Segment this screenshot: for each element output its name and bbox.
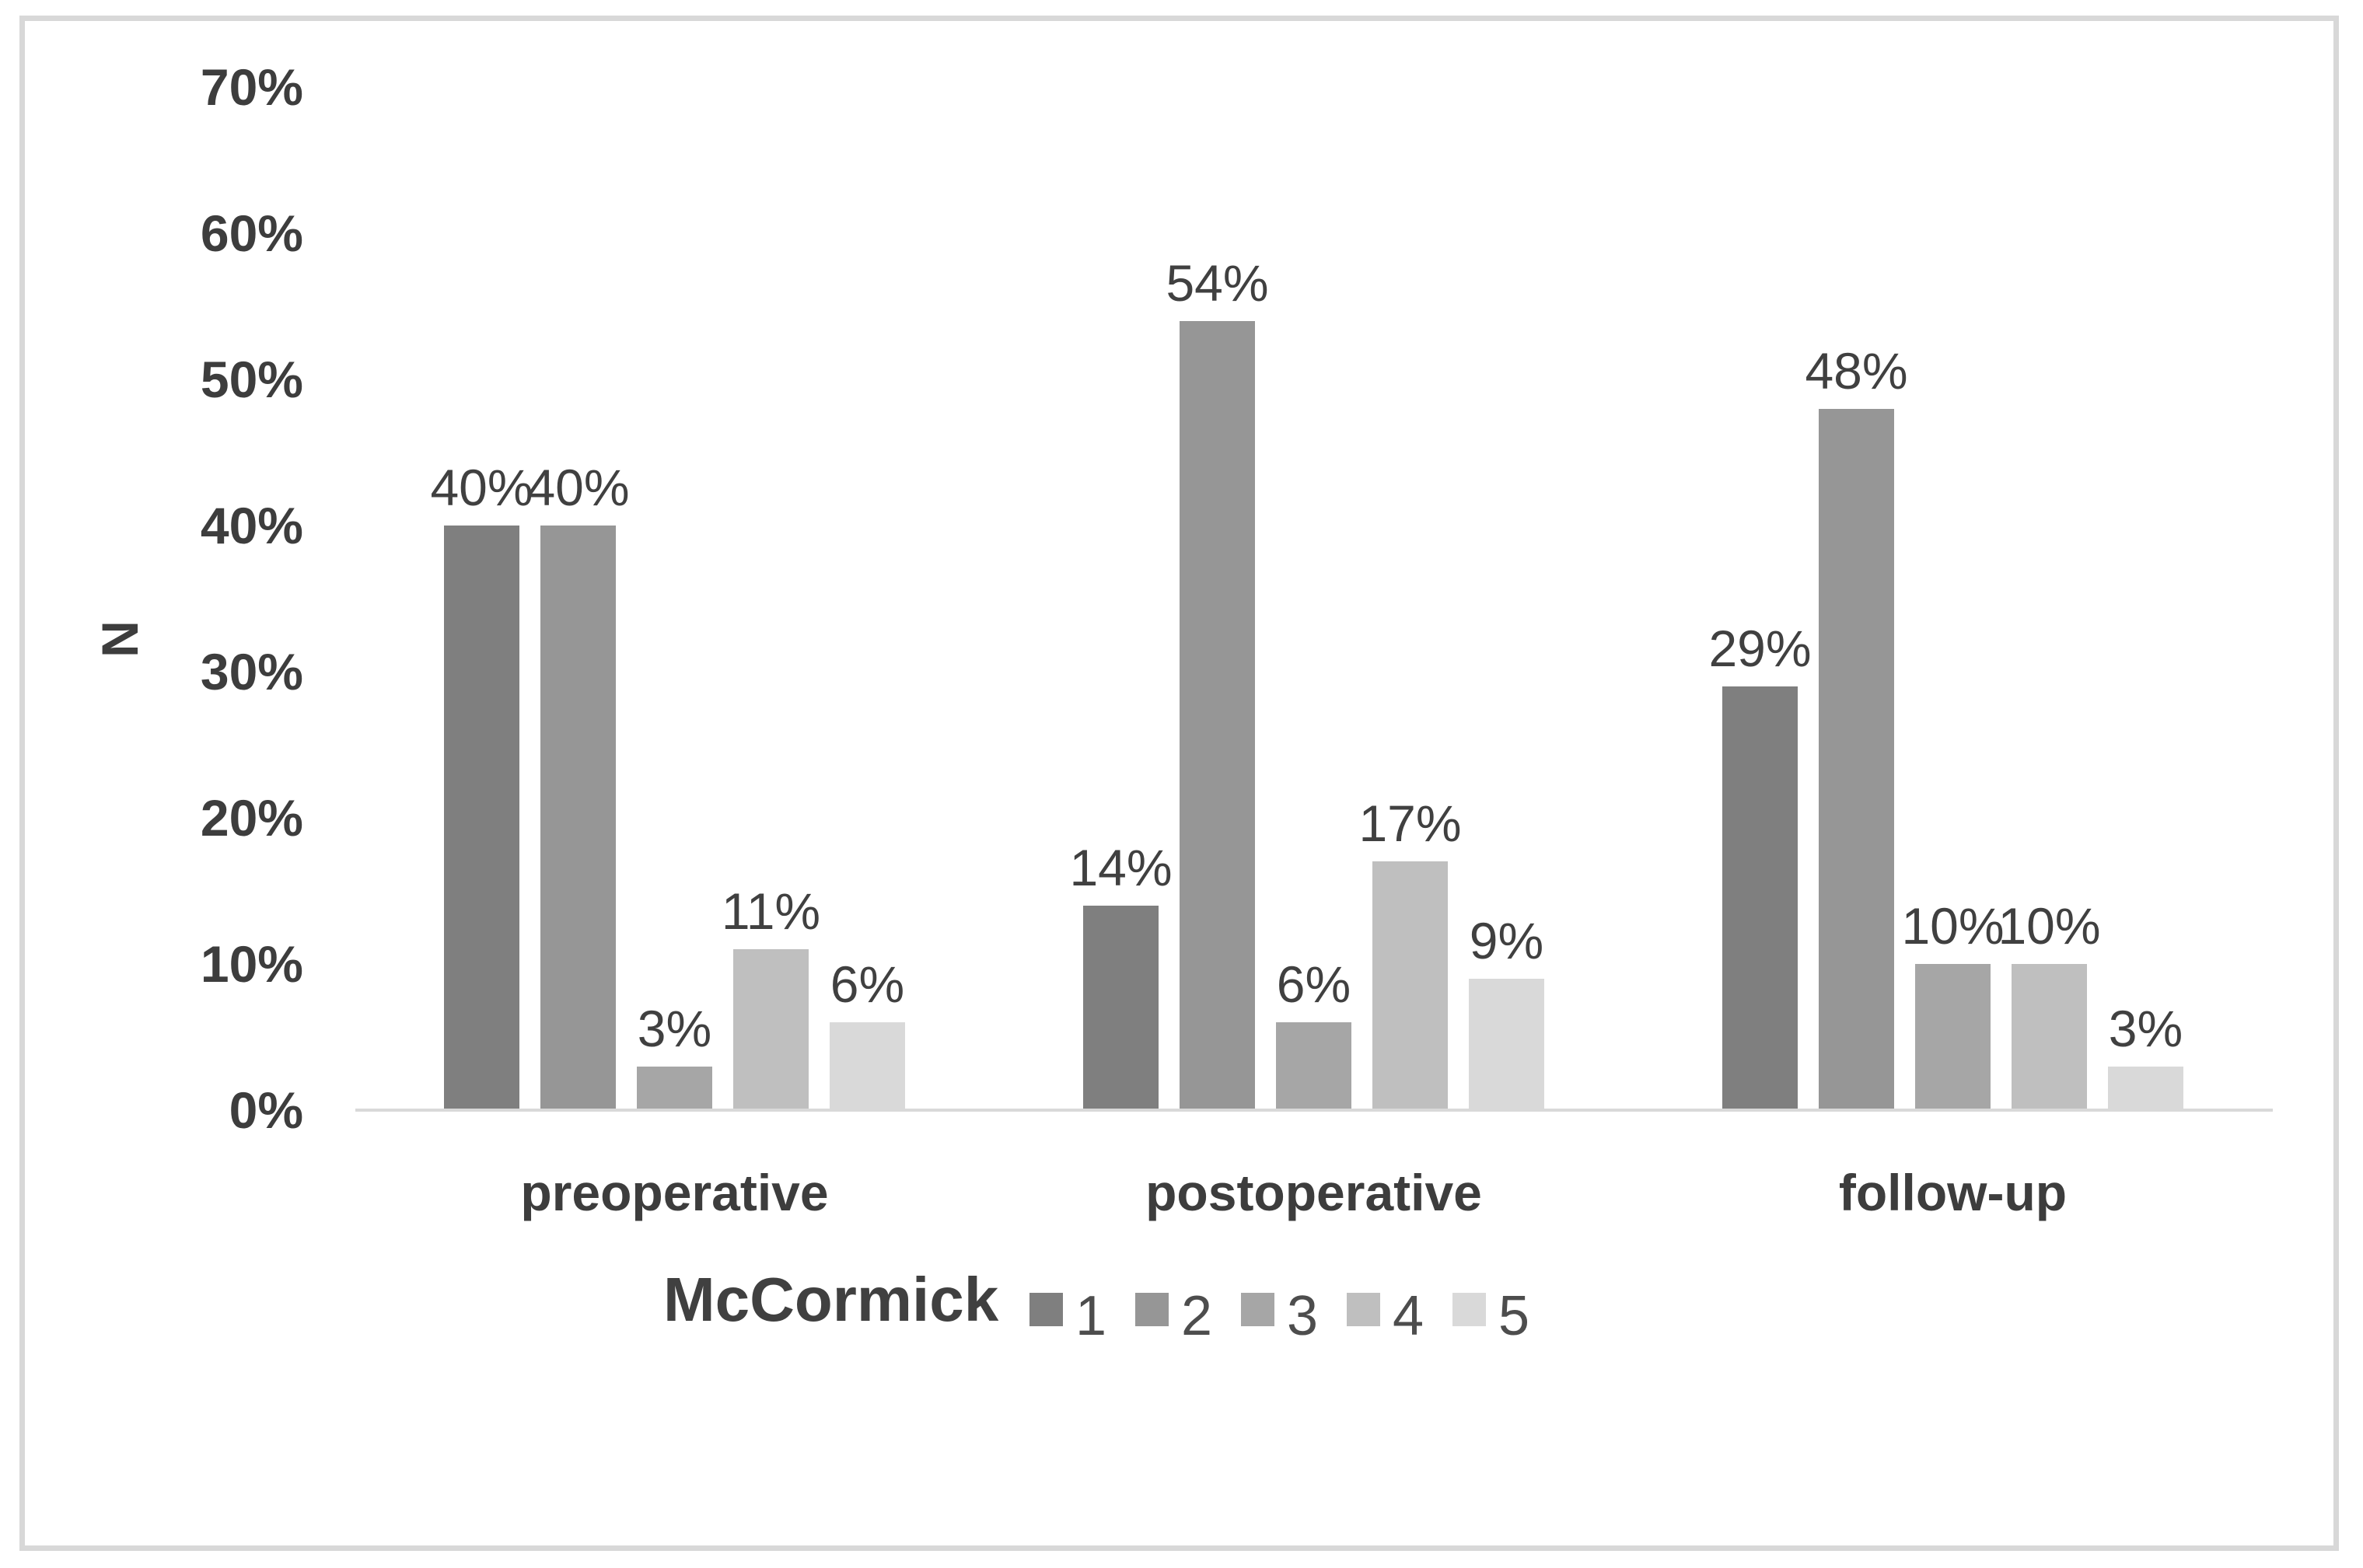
bar-mccormick-1-postoperative bbox=[1083, 905, 1159, 1110]
x-axis-line bbox=[355, 1109, 2273, 1112]
bar-mccormick-3-preoperative bbox=[637, 1066, 712, 1110]
data-label: 6% bbox=[1276, 955, 1351, 1014]
data-label: 29% bbox=[1708, 619, 1812, 677]
category-label-postoperative: postoperative bbox=[1145, 1164, 1482, 1221]
data-label: 10% bbox=[1998, 897, 2101, 955]
legend-swatch-5 bbox=[1452, 1293, 1486, 1326]
y-tick-label: 50% bbox=[200, 351, 303, 408]
y-tick-label: 30% bbox=[200, 643, 303, 700]
bar-mccormick-1-preoperative bbox=[444, 526, 519, 1110]
y-tick-label: 60% bbox=[200, 204, 303, 262]
y-tick-label: 0% bbox=[229, 1081, 303, 1139]
legend-label-1: 1 bbox=[1075, 1285, 1107, 1347]
y-tick-label: 40% bbox=[200, 497, 303, 554]
legend-swatch-3 bbox=[1241, 1293, 1274, 1326]
bar-mccormick-4-follow-up bbox=[2012, 964, 2087, 1110]
data-label: 11% bbox=[721, 882, 821, 941]
data-label: 3% bbox=[637, 999, 712, 1057]
y-tick-label: 20% bbox=[200, 789, 303, 847]
data-label: 3% bbox=[2108, 999, 2183, 1057]
legend-title: McCormick bbox=[663, 1265, 999, 1334]
data-label: 40% bbox=[430, 459, 533, 516]
data-label: 48% bbox=[1805, 341, 1908, 400]
bar-mccormick-5-postoperative bbox=[1469, 978, 1544, 1110]
bar-mccormick-2-preoperative bbox=[540, 526, 616, 1110]
data-label: 10% bbox=[1901, 897, 2005, 955]
bar-mccormick-3-follow-up bbox=[1915, 964, 1991, 1110]
chart-frame bbox=[19, 16, 2339, 1551]
bar-mccormick-4-postoperative bbox=[1372, 861, 1448, 1110]
legend-swatch-2 bbox=[1135, 1293, 1169, 1326]
bar-mccormick-3-postoperative bbox=[1276, 1022, 1351, 1110]
bar-mccormick-4-preoperative bbox=[733, 949, 809, 1110]
y-tick-label: 70% bbox=[200, 58, 303, 116]
data-label: 40% bbox=[526, 459, 630, 516]
category-label-follow-up: follow-up bbox=[1838, 1164, 2068, 1221]
legend-label-5: 5 bbox=[1498, 1285, 1530, 1347]
legend-swatch-4 bbox=[1347, 1293, 1380, 1326]
data-label: 9% bbox=[1469, 911, 1544, 969]
data-label: 54% bbox=[1166, 253, 1269, 312]
legend-label-2: 2 bbox=[1181, 1285, 1213, 1347]
bar-mccormick-5-follow-up bbox=[2108, 1066, 2183, 1110]
y-tick-label: 10% bbox=[200, 935, 303, 993]
legend-swatch-1 bbox=[1029, 1293, 1063, 1326]
category-label-preoperative: preoperative bbox=[520, 1164, 829, 1221]
data-label: 6% bbox=[830, 955, 905, 1014]
y-axis-title: N bbox=[91, 620, 149, 658]
bar-mccormick-5-preoperative bbox=[830, 1022, 905, 1110]
data-label: 14% bbox=[1069, 838, 1173, 896]
bar-mccormick-2-postoperative bbox=[1180, 320, 1255, 1110]
bar-mccormick-1-follow-up bbox=[1722, 686, 1798, 1110]
data-label: 17% bbox=[1358, 794, 1462, 853]
legend-label-4: 4 bbox=[1393, 1285, 1424, 1347]
bar-mccormick-2-follow-up bbox=[1819, 408, 1894, 1110]
legend-label-3: 3 bbox=[1287, 1285, 1319, 1347]
